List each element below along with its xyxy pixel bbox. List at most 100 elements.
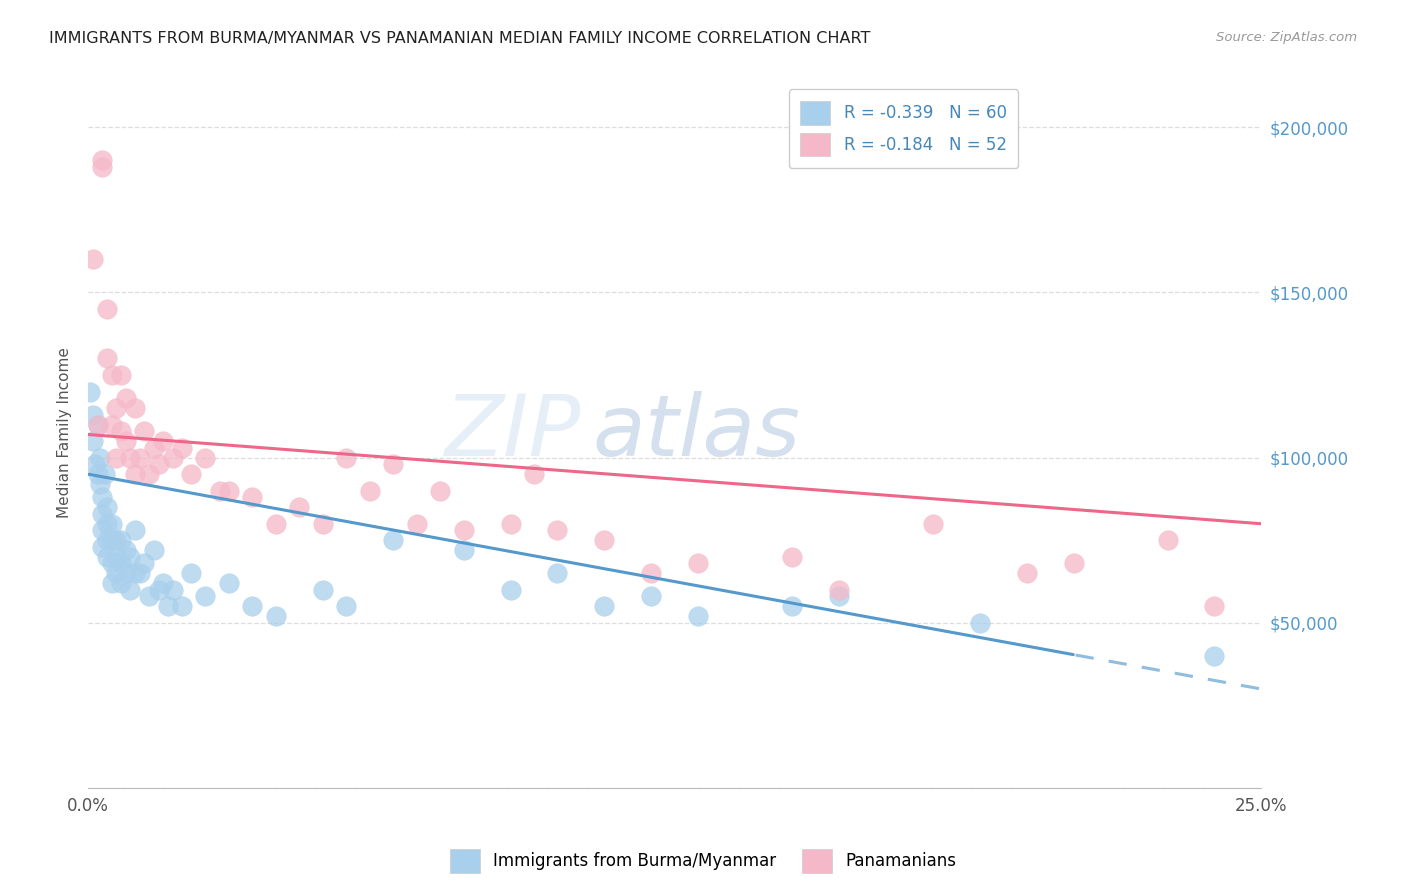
- Point: [288, 500, 311, 515]
- Point: [1204, 599, 1226, 614]
- Point: [1204, 648, 1226, 663]
- Point: [170, 599, 193, 614]
- Point: [264, 609, 287, 624]
- Point: [114, 434, 136, 449]
- Point: [1015, 566, 1038, 581]
- Point: [142, 441, 165, 455]
- Point: [194, 450, 217, 465]
- Point: [335, 450, 357, 465]
- Point: [91, 540, 114, 554]
- Point: [138, 590, 160, 604]
- Point: [96, 351, 118, 366]
- Point: [134, 557, 156, 571]
- Point: [128, 566, 150, 581]
- Text: atlas: atlas: [593, 392, 800, 475]
- Point: [105, 566, 128, 581]
- Point: [546, 566, 568, 581]
- Point: [86, 467, 108, 482]
- Point: [218, 576, 240, 591]
- Point: [100, 557, 122, 571]
- Point: [96, 301, 118, 316]
- Point: [89, 450, 111, 465]
- Point: [84, 457, 107, 471]
- Point: [312, 516, 335, 531]
- Point: [921, 516, 943, 531]
- Point: [170, 441, 193, 455]
- Point: [96, 549, 118, 564]
- Point: [124, 566, 146, 581]
- Point: [105, 549, 128, 564]
- Point: [780, 549, 803, 564]
- Point: [312, 582, 335, 597]
- Point: [100, 516, 122, 531]
- Point: [128, 450, 150, 465]
- Point: [105, 450, 128, 465]
- Point: [93, 467, 115, 482]
- Point: [91, 153, 114, 167]
- Point: [382, 457, 405, 471]
- Point: [780, 599, 803, 614]
- Point: [152, 434, 174, 449]
- Point: [114, 543, 136, 558]
- Point: [382, 533, 405, 548]
- Point: [82, 252, 104, 267]
- Point: [120, 450, 142, 465]
- Legend: Immigrants from Burma/Myanmar, Panamanians: Immigrants from Burma/Myanmar, Panamania…: [443, 842, 963, 880]
- Point: [124, 401, 146, 415]
- Point: [100, 417, 122, 432]
- Point: [453, 524, 475, 538]
- Point: [142, 543, 165, 558]
- Point: [91, 524, 114, 538]
- Point: [335, 599, 357, 614]
- Point: [828, 590, 851, 604]
- Point: [828, 582, 851, 597]
- Point: [1063, 557, 1085, 571]
- Point: [523, 467, 546, 482]
- Point: [79, 384, 101, 399]
- Point: [162, 582, 184, 597]
- Point: [688, 609, 710, 624]
- Point: [180, 467, 202, 482]
- Point: [499, 516, 522, 531]
- Point: [208, 483, 231, 498]
- Text: ZIP: ZIP: [444, 392, 581, 475]
- Point: [162, 450, 184, 465]
- Point: [640, 590, 662, 604]
- Point: [114, 391, 136, 405]
- Point: [82, 408, 104, 422]
- Point: [89, 477, 111, 491]
- Point: [152, 576, 174, 591]
- Point: [82, 434, 104, 449]
- Point: [138, 467, 160, 482]
- Point: [91, 160, 114, 174]
- Point: [110, 576, 132, 591]
- Point: [405, 516, 427, 531]
- Point: [218, 483, 240, 498]
- Point: [134, 424, 156, 438]
- Point: [110, 557, 132, 571]
- Point: [264, 516, 287, 531]
- Text: Source: ZipAtlas.com: Source: ZipAtlas.com: [1216, 31, 1357, 45]
- Point: [242, 599, 264, 614]
- Point: [546, 524, 568, 538]
- Point: [640, 566, 662, 581]
- Point: [593, 533, 616, 548]
- Point: [688, 557, 710, 571]
- Text: IMMIGRANTS FROM BURMA/MYANMAR VS PANAMANIAN MEDIAN FAMILY INCOME CORRELATION CHA: IMMIGRANTS FROM BURMA/MYANMAR VS PANAMAN…: [49, 31, 870, 46]
- Point: [91, 491, 114, 505]
- Point: [86, 417, 108, 432]
- Point: [1156, 533, 1178, 548]
- Point: [124, 467, 146, 482]
- Point: [148, 457, 170, 471]
- Point: [105, 401, 128, 415]
- Point: [359, 483, 381, 498]
- Point: [120, 549, 142, 564]
- Point: [429, 483, 451, 498]
- Point: [148, 582, 170, 597]
- Point: [453, 543, 475, 558]
- Point: [110, 533, 132, 548]
- Point: [593, 599, 616, 614]
- Point: [96, 516, 118, 531]
- Point: [100, 368, 122, 382]
- Point: [242, 491, 264, 505]
